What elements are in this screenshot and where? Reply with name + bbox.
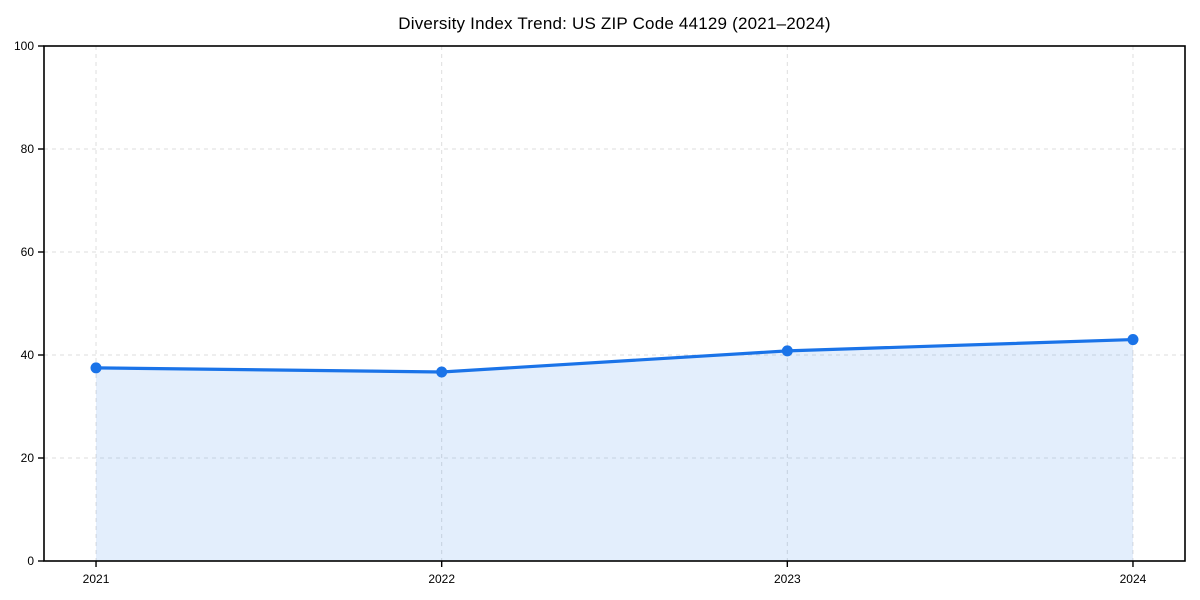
plot-border: [43, 45, 1186, 562]
y-tick-label: 80: [21, 142, 35, 156]
x-tick-label: 2022: [428, 572, 455, 586]
y-tick-label: 40: [21, 348, 35, 362]
data-point-marker: [1127, 334, 1139, 346]
area-fill: [96, 339, 1133, 561]
data-point-marker: [781, 345, 793, 357]
y-tick-label: 60: [21, 245, 35, 259]
x-tick-label: 2024: [1120, 572, 1147, 586]
x-tick-label: 2021: [83, 572, 110, 586]
y-tick-label: 100: [14, 39, 34, 53]
trend-line: [94, 337, 1135, 374]
x-tick-label: 2023: [774, 572, 801, 586]
data-point-marker: [90, 362, 102, 374]
data-point-marker: [436, 366, 448, 378]
y-tick-label: 0: [27, 554, 34, 568]
y-tick-label: 20: [21, 451, 35, 465]
chart-title: Diversity Index Trend: US ZIP Code 44129…: [398, 14, 831, 33]
